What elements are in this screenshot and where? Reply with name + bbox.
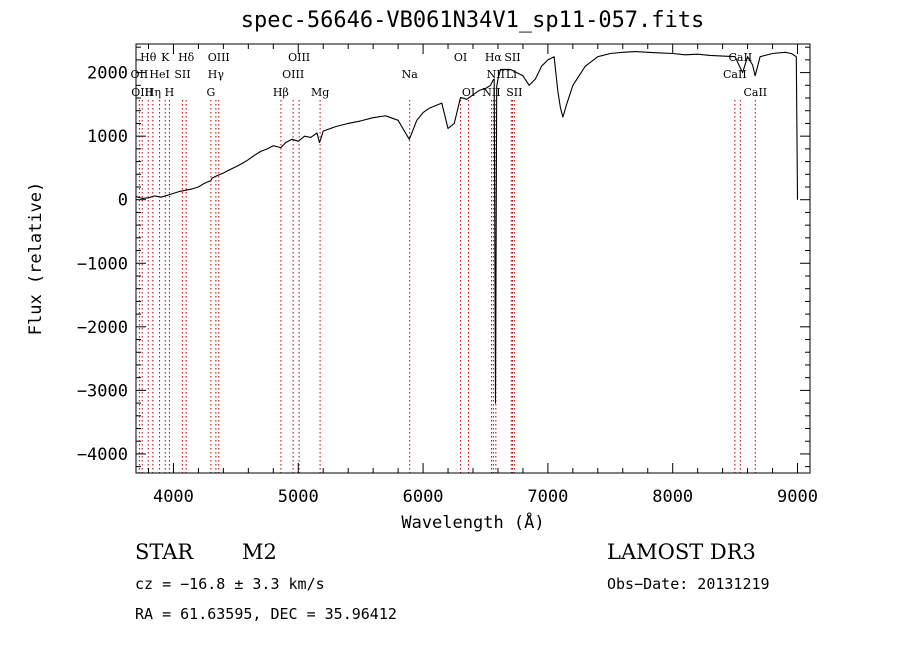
axes-layer: 4000 5000 6000 7000 8000 9000 −4000 −3000 −2000 −… — [26, 43, 818, 533]
redshift-cz: cz = −16.8 ± 3.3 km/s — [135, 575, 325, 593]
spectral-line-label: Hγ — [208, 68, 225, 81]
spectral-line-label: Li — [506, 68, 517, 81]
x-tick-label: 8000 — [652, 487, 693, 507]
spectrum-data-layer — [135, 51, 799, 404]
spectral-line-label: SII — [504, 51, 520, 64]
spectral-line-label: OI — [462, 86, 475, 99]
spectral-line-label: Na — [402, 68, 419, 81]
spectral-line-label: CaII — [723, 68, 747, 81]
spectral-line-label: OIII — [288, 51, 310, 64]
survey-name: LAMOST DR3 — [607, 540, 756, 564]
spectral-line-label: Mg — [311, 86, 329, 99]
spectral-line-label: SII — [174, 68, 190, 81]
x-axis-label: Wavelength (Å) — [401, 511, 544, 533]
spectral-line-label: NII — [482, 86, 500, 99]
spectral-line-label: CaII — [743, 86, 767, 99]
x-tick-label: 5000 — [278, 487, 319, 507]
spectral-line-label: Hα — [485, 51, 503, 64]
y-tick-label: −3000 — [77, 381, 128, 401]
y-tick-label: 1000 — [87, 127, 128, 147]
spectral-line-label: OII — [131, 68, 149, 81]
x-tick-label: 4000 — [153, 487, 194, 507]
object-type: STAR — [135, 540, 194, 564]
spectral-line-label: K — [161, 51, 170, 64]
coordinates: RA = 61.63595, DEC = 35.96412 — [135, 605, 397, 623]
y-axis-label: Flux (relative) — [26, 182, 46, 336]
spectral-line-label: Hη — [145, 86, 161, 99]
spectral-line-label: NII — [487, 68, 505, 81]
plot-frame — [135, 43, 811, 474]
spectrum-line — [135, 51, 799, 404]
spectral-lines-layer — [138, 100, 756, 473]
x-tick-label: 6000 — [403, 487, 444, 507]
y-tick-label: −4000 — [77, 445, 128, 465]
spectral-line-label: G — [206, 86, 215, 99]
line-labels-layer: HθOIIOIIIHηHeIKHSIIHδGHγOIIIHβOIIIOIIIMg… — [131, 51, 768, 99]
spectral-line-label: OIII — [282, 68, 304, 81]
spectral-line-label: HeI — [149, 68, 169, 81]
spectral-line-label: Hβ — [273, 86, 289, 99]
spectral-line-label: Hθ — [140, 51, 157, 64]
y-tick-label: 2000 — [87, 64, 128, 84]
observation-date: Obs−Date: 20131219 — [607, 575, 770, 593]
spectral-line-label: OI — [454, 51, 467, 64]
y-tick-label: −1000 — [77, 254, 128, 274]
y-tick-label: 0 — [118, 191, 128, 211]
spectral-line-label: OIII — [131, 86, 153, 99]
y-tick-label: −2000 — [77, 318, 128, 338]
x-tick-label: 9000 — [777, 487, 818, 507]
chart-title: spec-56646-VB061N34V1_sp11-057.fits — [240, 8, 705, 33]
spectral-line-label: H — [165, 86, 175, 99]
spectral-line-label: OIII — [208, 51, 230, 64]
spectral-line-label: SII — [506, 86, 522, 99]
spectral-line-label: CaII — [729, 51, 753, 64]
spectral-subclass: M2 — [242, 540, 277, 564]
spectral-line-label: Hδ — [178, 51, 195, 64]
x-tick-label: 7000 — [527, 487, 568, 507]
